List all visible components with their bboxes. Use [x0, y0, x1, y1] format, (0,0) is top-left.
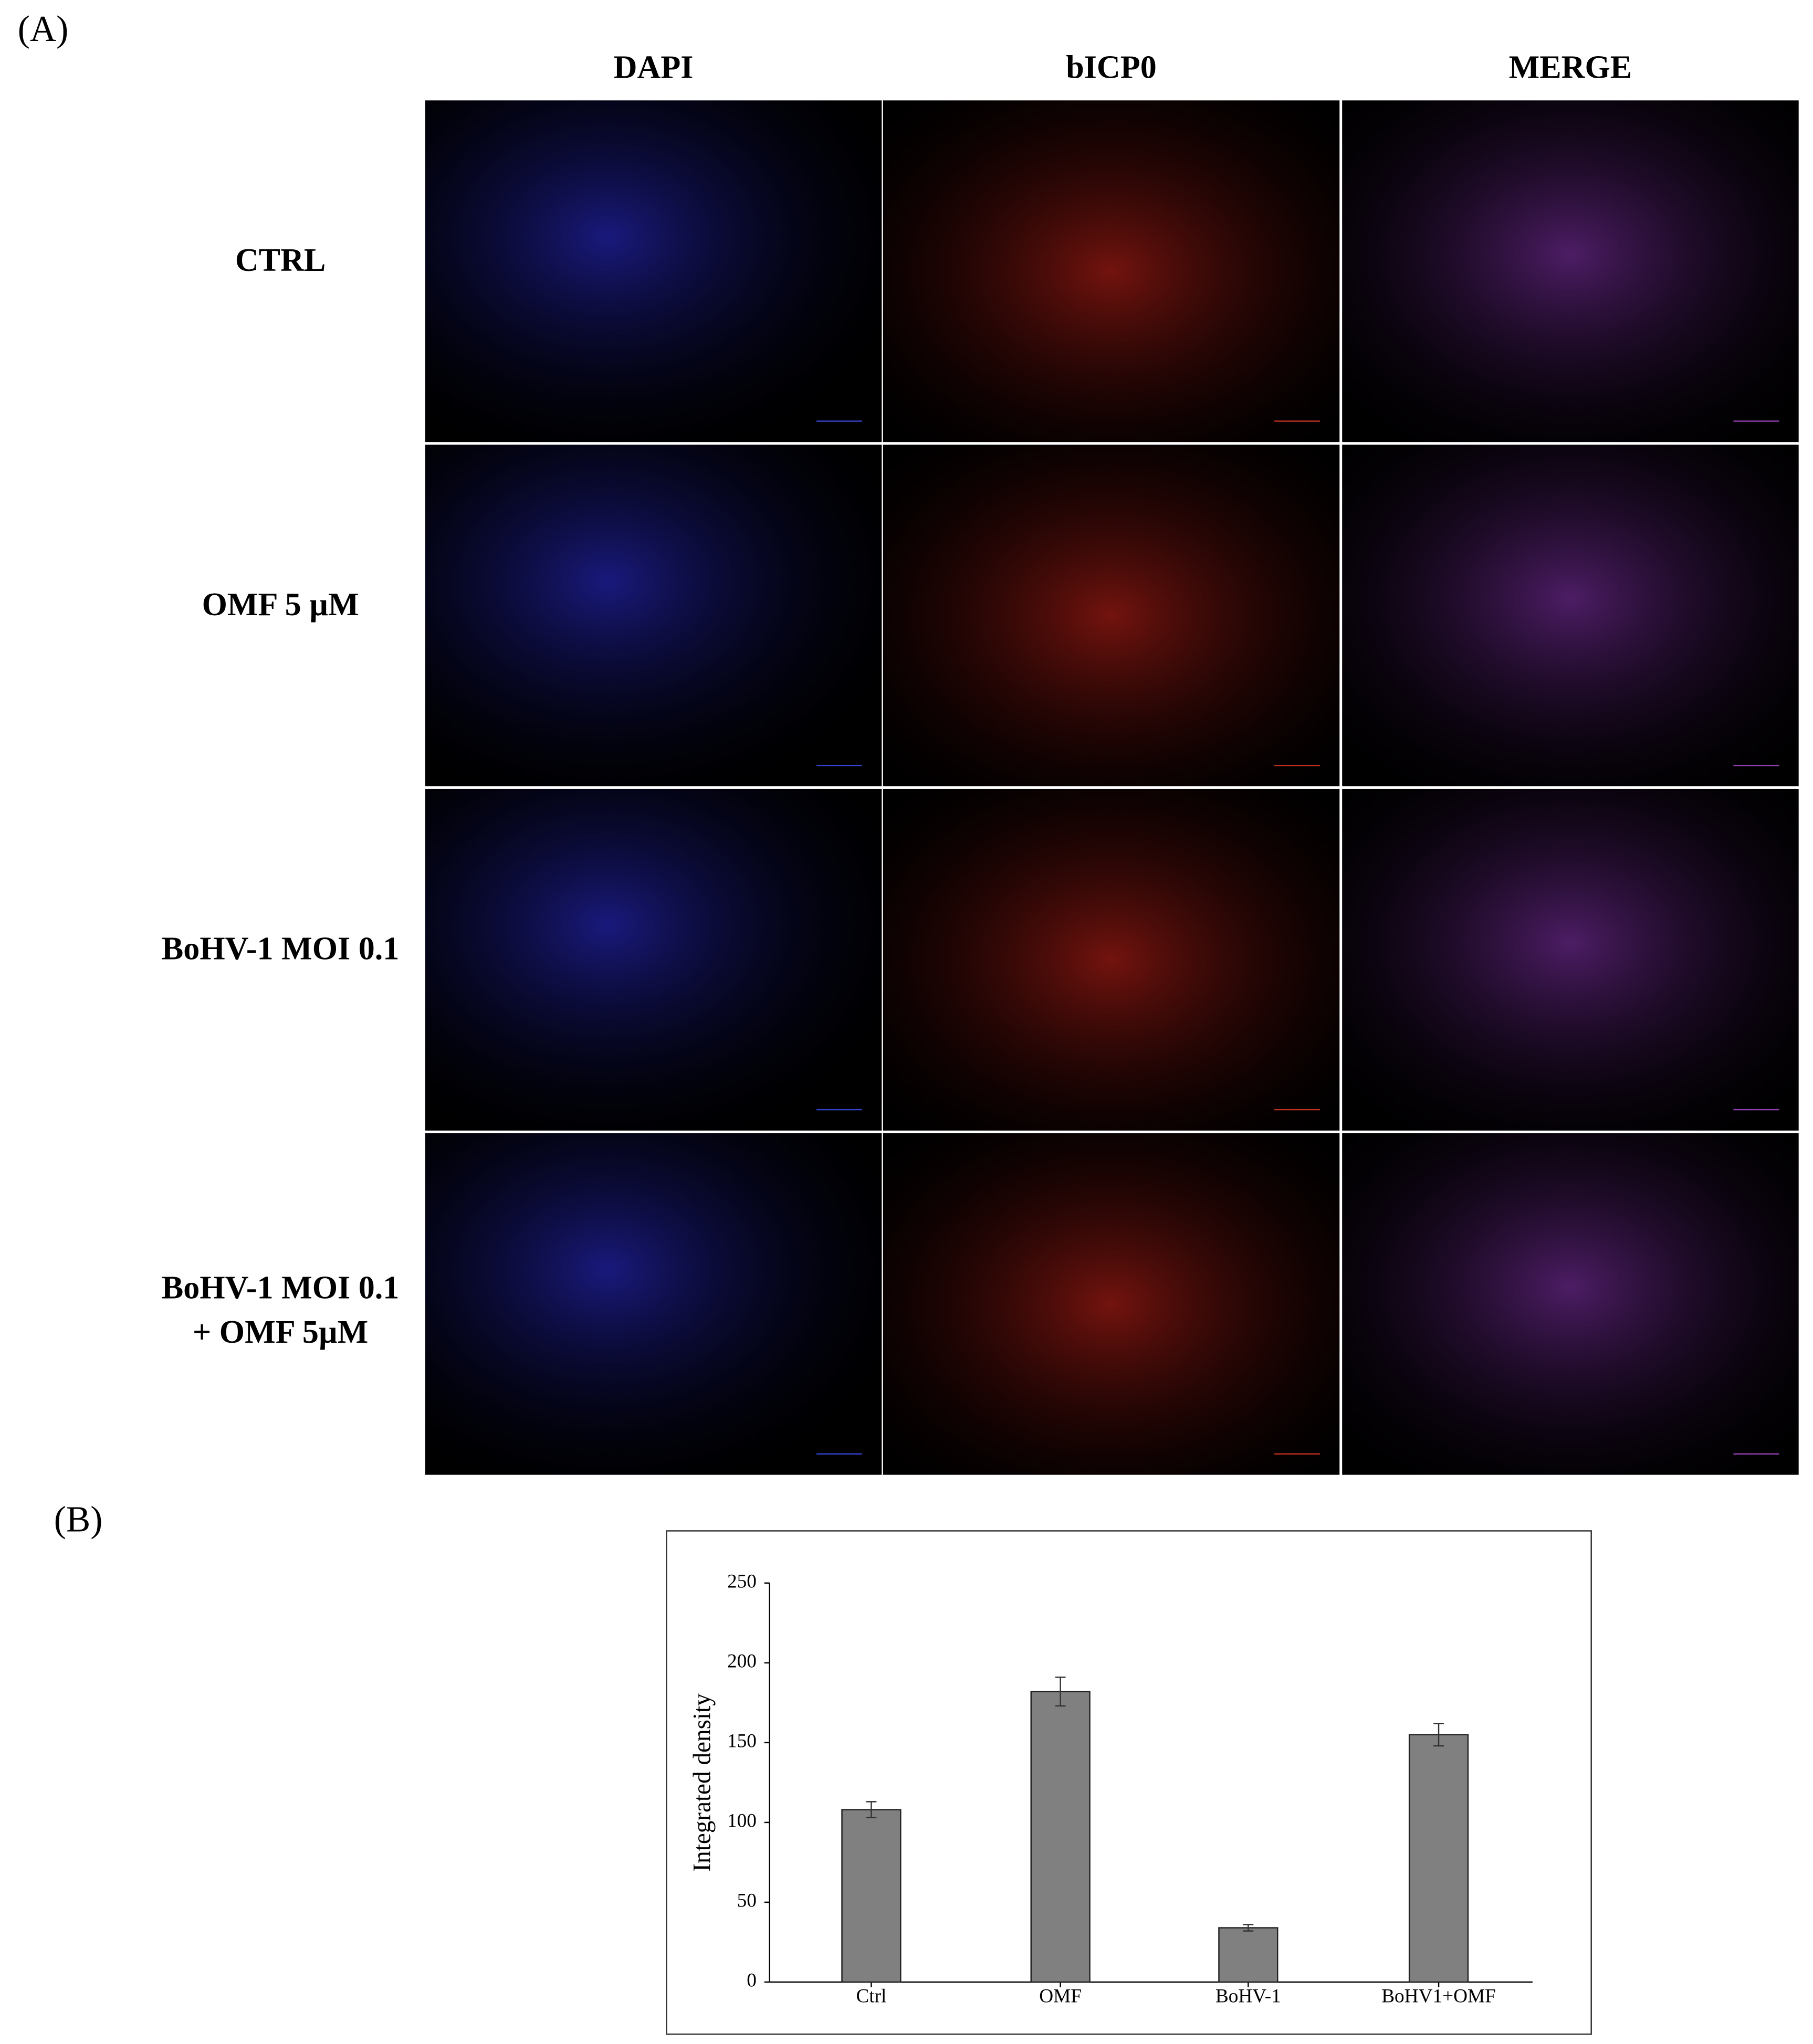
- bar: [1218, 1927, 1278, 1983]
- y-axis-label: Integrated density: [688, 1693, 716, 1872]
- row-label: CTRL: [235, 243, 326, 278]
- chart-frame: [666, 1530, 1592, 2035]
- y-tick-label: 100: [727, 1810, 757, 1831]
- bar: [1408, 1734, 1469, 1983]
- column-header: DAPI: [614, 49, 694, 85]
- row-label: OMF 5 µM: [202, 587, 359, 623]
- micrograph-signal: [1342, 1133, 1799, 1475]
- column-header: MERGE: [1509, 49, 1632, 85]
- micrograph-signal: [1342, 445, 1799, 786]
- y-tick-label: 0: [747, 1970, 757, 1992]
- row-label: + OMF 5µM: [193, 1314, 368, 1350]
- micrograph-signal: [425, 445, 882, 786]
- error-bar: [1243, 1924, 1254, 1932]
- error-bar: [1055, 1676, 1066, 1707]
- error-bar: [866, 1801, 877, 1819]
- image-grid: DAPI bICP0 MERGE CTRL OMF 5 µM BoHV-1 MOI 0.1…: [162, 49, 1799, 1475]
- y-tick-label: 200: [727, 1650, 757, 1672]
- bar: [841, 1809, 902, 1983]
- chart: 0 50 100 150 200 250 Integrated density Ctrl OMF…: [688, 1571, 1533, 2007]
- x-tick-label: BoHV1+OMF: [1381, 1985, 1496, 2007]
- micrograph-signal: [883, 788, 1340, 1131]
- y-tick-label: 250: [727, 1571, 757, 1592]
- column-header: bICP0: [1066, 49, 1157, 85]
- x-tick-label: BoHV-1: [1215, 1985, 1281, 2007]
- bar: [1030, 1691, 1091, 1983]
- micrograph-signal: [425, 788, 882, 1131]
- y-tick-label: 150: [727, 1730, 757, 1752]
- micrograph-signal: [1342, 100, 1799, 442]
- x-tick-label: Ctrl: [856, 1985, 886, 2007]
- micrograph-signal: [883, 445, 1340, 786]
- micrograph-signal: [425, 100, 882, 442]
- micrograph-signal: [883, 100, 1340, 442]
- micrograph-signal: [883, 1133, 1340, 1475]
- micrograph-signal: [425, 1133, 882, 1475]
- y-tick-label: 50: [737, 1890, 757, 1911]
- row-label: BoHV-1 MOI 0.1: [162, 1270, 399, 1306]
- micrograph-signal: [1342, 788, 1799, 1131]
- x-tick-label: OMF: [1039, 1985, 1082, 2007]
- error-bar: [1433, 1723, 1444, 1747]
- row-label: BoHV-1 MOI 0.1: [162, 931, 399, 967]
- panel-label: (A): [18, 9, 69, 49]
- panel-label: (B): [54, 1500, 103, 1540]
